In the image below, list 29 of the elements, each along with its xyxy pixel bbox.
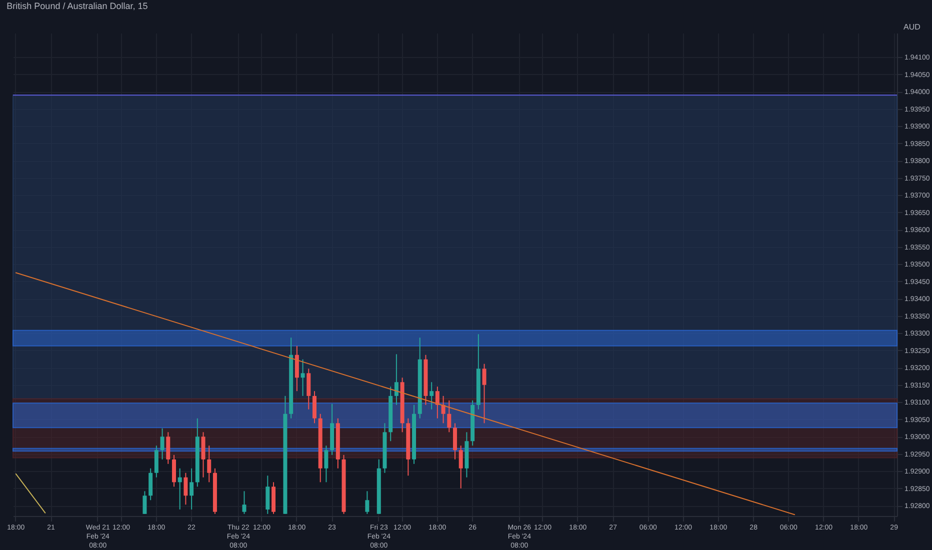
candlestick (160, 428, 164, 460)
candlestick (312, 390, 316, 424)
candlestick (430, 382, 434, 410)
candlestick (394, 354, 398, 406)
candlestick (453, 422, 457, 460)
candlestick (142, 490, 147, 514)
chart-title: British Pound / Australian Dollar, 15 (6, 1, 148, 11)
candlestick (266, 475, 270, 514)
candlestick (482, 363, 486, 424)
candlestick (294, 345, 299, 392)
candlestick (324, 445, 328, 483)
candlestick (201, 432, 206, 478)
candlestick (447, 400, 452, 433)
candlestick (148, 468, 153, 501)
candlestick (441, 395, 446, 424)
candlestick (172, 454, 176, 488)
candlestick (300, 358, 305, 396)
candlestick (190, 468, 194, 510)
candlestick (184, 472, 188, 506)
candlestick (242, 490, 246, 514)
candlestick (166, 432, 170, 464)
candlestick (154, 445, 158, 478)
candlestick (207, 445, 212, 483)
candlestick (306, 368, 311, 410)
candlestick (365, 490, 370, 514)
y-axis-title: AUD (904, 22, 921, 32)
candlestick (178, 468, 182, 510)
candlestick (435, 386, 440, 419)
candlestick (458, 445, 463, 489)
